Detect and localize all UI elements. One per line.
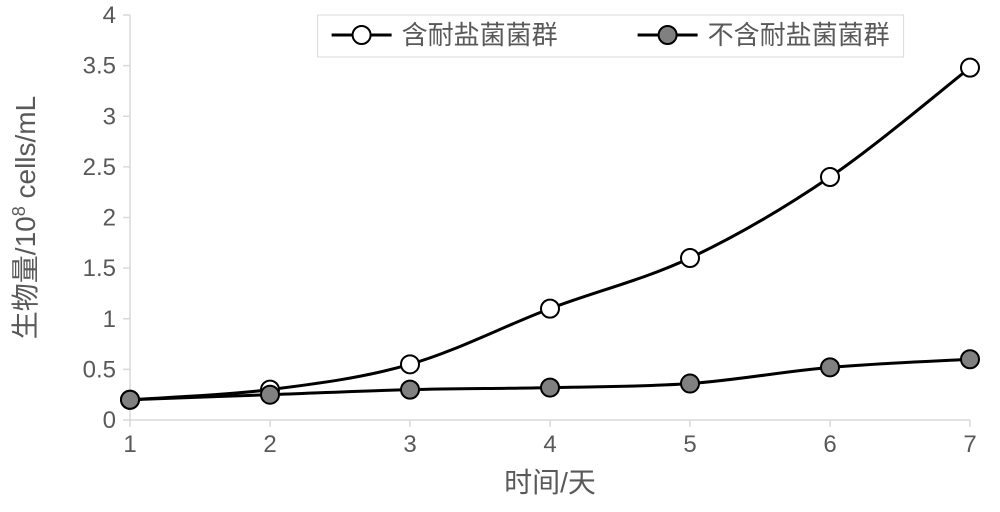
series-marker-1 [681,375,699,393]
y-tick-label: 3 [103,103,116,130]
series-marker-1 [401,381,419,399]
series-marker-1 [541,379,559,397]
y-axis-label: 生物量/108 cells/mL [9,96,41,339]
y-tick-label: 2 [103,205,116,232]
series-marker-1 [961,350,979,368]
y-tick-label: 0 [103,407,116,434]
legend-label: 不含耐盐菌菌群 [708,20,890,50]
series-marker-0 [681,249,699,267]
x-tick-label: 2 [263,431,276,458]
series-marker-1 [121,391,139,409]
chart-container: 0 0.5 1 1.5 2 2.5 3 3.5 4 1 2 3 4 5 6 7 时间/天 生物量/108 cell… [0,0,1000,512]
legend-label: 含耐盐菌菌群 [402,20,558,50]
x-tick-label: 4 [543,431,556,458]
x-tick-label: 5 [683,431,696,458]
x-tick-label: 6 [823,431,836,458]
series-marker-0 [961,59,979,77]
x-tick-label: 1 [123,431,136,458]
series-marker-0 [821,168,839,186]
series-marker-0 [401,355,419,373]
x-tick-label: 7 [963,431,976,458]
y-tick-label: 1 [103,306,116,333]
series-marker-1 [821,358,839,376]
series-marker-0 [541,300,559,318]
x-axis-label: 时间/天 [504,467,596,498]
y-tick-label: 4 [103,2,116,29]
y-tick-label: 0.5 [83,356,116,383]
series-marker-1 [261,386,279,404]
y-tick-label: 3.5 [83,53,116,80]
y-tick-label: 2.5 [83,154,116,181]
line-chart: 0 0.5 1 1.5 2 2.5 3 3.5 4 1 2 3 4 5 6 7 时间/天 生物量/108 cell… [0,0,1000,512]
y-tick-label: 1.5 [83,255,116,282]
x-tick-label: 3 [403,431,416,458]
